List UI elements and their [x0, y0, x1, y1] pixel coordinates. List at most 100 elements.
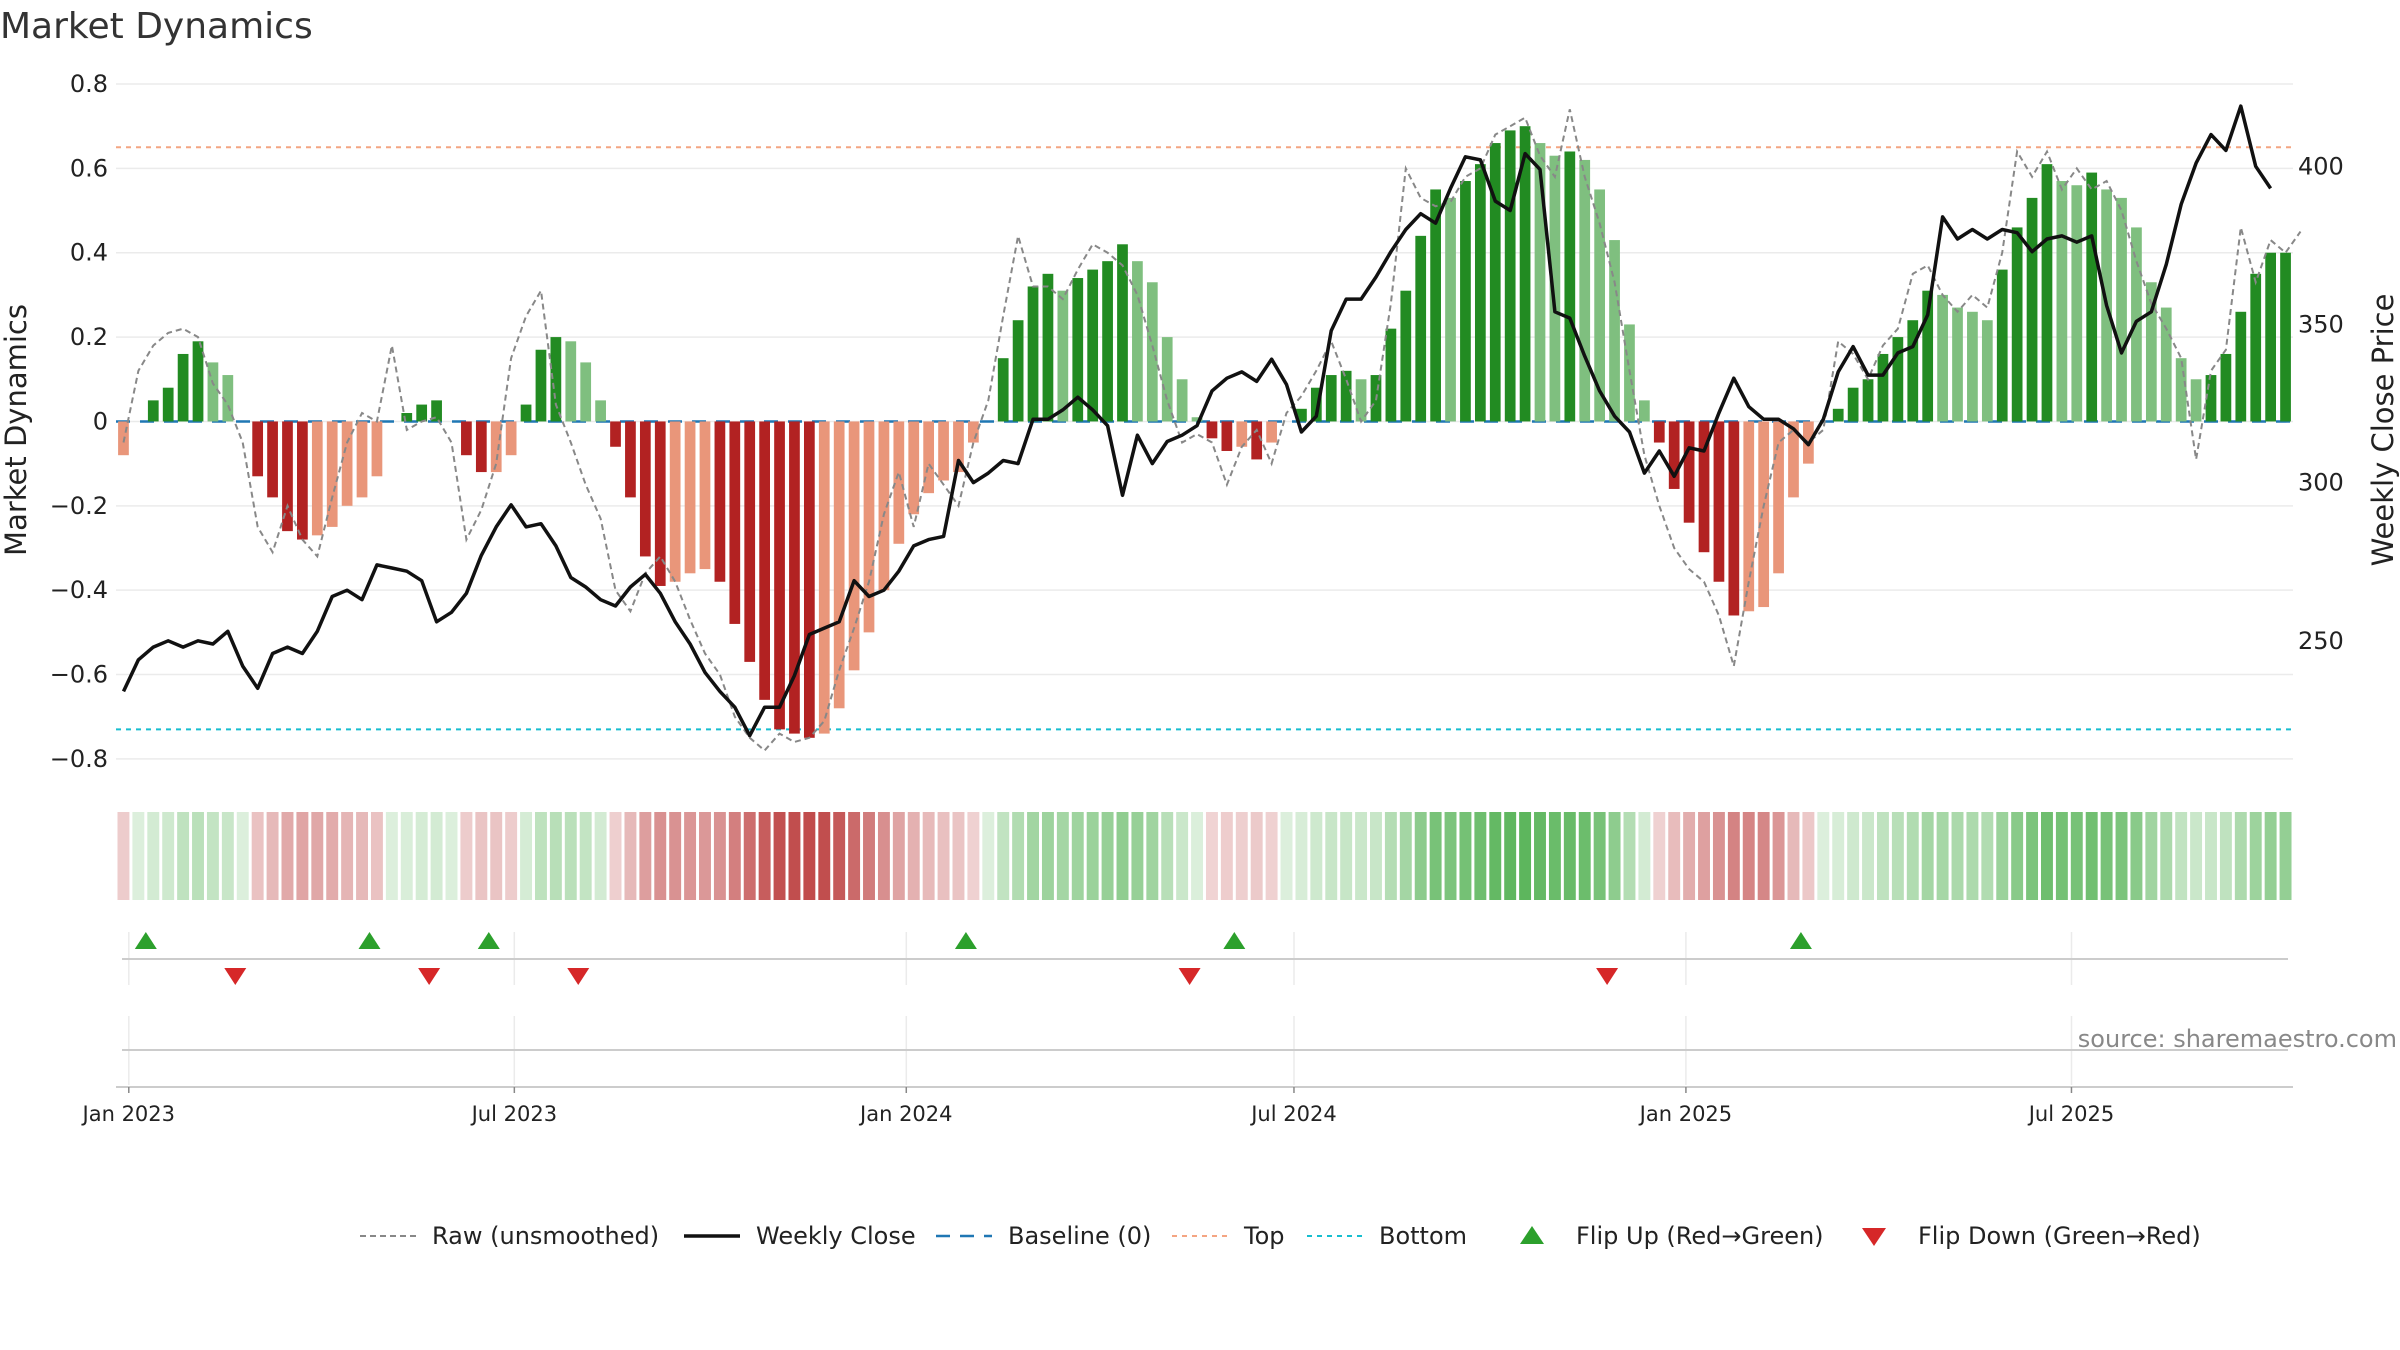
strip-cell — [236, 812, 249, 900]
strip-cell — [162, 812, 175, 900]
strip-cell — [1936, 812, 1949, 900]
bar — [1728, 421, 1740, 616]
bar — [1012, 320, 1024, 422]
strip-cell — [1698, 812, 1710, 900]
bar — [1310, 387, 1322, 422]
bar — [2250, 273, 2262, 422]
strip-cell — [728, 812, 741, 900]
strip-cell — [1966, 812, 1979, 900]
strip-cell — [1534, 812, 1546, 900]
bar — [1594, 189, 1606, 422]
strip-cell — [400, 812, 413, 900]
bar — [1146, 282, 1158, 422]
bar — [431, 400, 442, 422]
legend-label: Top — [1243, 1222, 1285, 1250]
strip-cell — [2055, 812, 2068, 900]
strip-cell — [2085, 812, 2098, 900]
legend-label: Flip Up (Red→Green) — [1576, 1222, 1824, 1250]
bar — [490, 421, 502, 473]
strip-cell — [1027, 812, 1039, 900]
strip-cell — [1161, 812, 1174, 900]
bar — [1922, 290, 1934, 422]
bar — [535, 349, 547, 422]
strip-cell — [803, 812, 816, 900]
bar — [759, 421, 770, 700]
strip-cell — [1235, 812, 1248, 900]
strip-cell — [1101, 812, 1114, 900]
bar — [908, 421, 920, 515]
strip-cell — [132, 812, 145, 900]
strip-cell — [1146, 812, 1159, 900]
strip-cell — [1921, 812, 1934, 900]
bar — [654, 421, 666, 586]
y-tick-label: −0.4 — [50, 576, 108, 604]
strip-cell — [1996, 812, 2009, 900]
bar — [1251, 421, 1263, 460]
bar — [2190, 379, 2202, 422]
strip-cell — [326, 812, 339, 900]
strip-cell — [311, 812, 324, 900]
bar — [282, 421, 293, 532]
bar — [669, 421, 681, 582]
strip-cell — [1191, 812, 1204, 900]
bar — [1907, 320, 1919, 422]
strip-cell — [221, 812, 234, 900]
legend-swatch-flip-up — [1520, 1226, 1544, 1244]
strip-cell — [1787, 812, 1800, 900]
flip-down-marker — [1596, 968, 1619, 985]
strip-cell — [1951, 812, 1964, 900]
flip-down-marker — [224, 968, 247, 985]
bar — [1057, 290, 1069, 422]
strip-cell — [1131, 812, 1144, 900]
strip-cell — [206, 812, 219, 900]
strip-cell — [1504, 812, 1517, 900]
bar — [1236, 421, 1248, 447]
strip-cell — [922, 812, 935, 900]
strip-cell — [192, 812, 204, 900]
strip-cell — [2145, 812, 2158, 900]
y-tick-label: 0.2 — [70, 323, 108, 351]
bar — [684, 421, 696, 574]
strip-cell — [1220, 812, 1233, 900]
strip-cell — [669, 812, 682, 900]
strip-cell — [1742, 812, 1755, 900]
strip-cell — [415, 812, 428, 900]
bar — [2220, 353, 2232, 422]
bar — [461, 421, 472, 456]
strip-cell — [2130, 812, 2143, 900]
bar-series — [118, 126, 2291, 738]
flip-up-marker — [954, 932, 977, 949]
bar — [297, 421, 308, 540]
strip-cell — [997, 812, 1010, 900]
bar — [997, 358, 1009, 422]
bar — [2205, 375, 2217, 422]
strip-cell — [2041, 812, 2053, 900]
y2-axis-ticks: 250 300 350 400 — [2298, 152, 2344, 655]
strip-cell — [505, 812, 518, 900]
bar — [1937, 294, 1948, 422]
strip-cell — [1489, 812, 1502, 900]
bar — [1579, 159, 1591, 422]
legend-label: Raw (unsmoothed) — [432, 1222, 659, 1250]
strip-cell — [281, 812, 294, 900]
bar — [699, 421, 711, 570]
bar — [1191, 417, 1203, 422]
strip-cell — [848, 812, 861, 900]
legend-swatch-flip-down — [1862, 1228, 1886, 1246]
bar — [818, 421, 830, 734]
regime-strip — [117, 812, 2292, 900]
y-tick-label: −0.2 — [50, 492, 108, 520]
strip-cell — [1862, 812, 1875, 900]
bar — [1161, 337, 1173, 422]
bar — [1072, 278, 1084, 422]
y-tick-label: −0.8 — [50, 745, 108, 773]
strip-cell — [520, 812, 533, 900]
strip-cell — [266, 812, 279, 900]
strip-cell — [2175, 812, 2188, 900]
strip-cell — [1355, 812, 1368, 900]
bar — [789, 421, 800, 734]
bar — [2235, 311, 2247, 422]
strip-cell — [2190, 812, 2203, 900]
bar — [1534, 143, 1546, 422]
strip-cell — [1578, 812, 1591, 900]
